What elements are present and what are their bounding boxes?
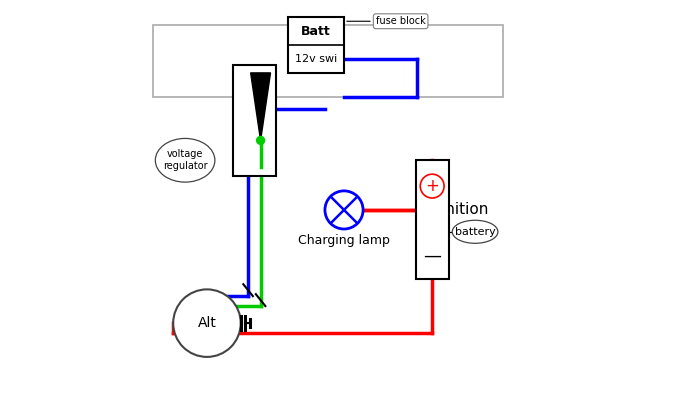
Text: Batt: Batt (301, 25, 331, 38)
Text: Alt: Alt (197, 316, 217, 330)
FancyBboxPatch shape (416, 160, 449, 280)
Text: —: — (423, 247, 441, 265)
FancyBboxPatch shape (233, 65, 277, 176)
FancyBboxPatch shape (153, 25, 503, 97)
FancyBboxPatch shape (288, 17, 344, 73)
Text: Ignition: Ignition (431, 202, 488, 218)
Ellipse shape (155, 138, 215, 182)
Text: voltage
regulator: voltage regulator (163, 150, 207, 171)
Text: +: + (425, 177, 439, 195)
Text: Charging lamp: Charging lamp (298, 234, 390, 247)
Text: fuse block: fuse block (347, 16, 425, 26)
Ellipse shape (452, 220, 498, 243)
Circle shape (173, 289, 241, 357)
Text: battery: battery (455, 227, 495, 237)
Text: 12v swi: 12v swi (295, 54, 337, 64)
Circle shape (257, 136, 265, 144)
Circle shape (325, 191, 363, 229)
Polygon shape (250, 73, 270, 140)
Circle shape (420, 174, 444, 198)
